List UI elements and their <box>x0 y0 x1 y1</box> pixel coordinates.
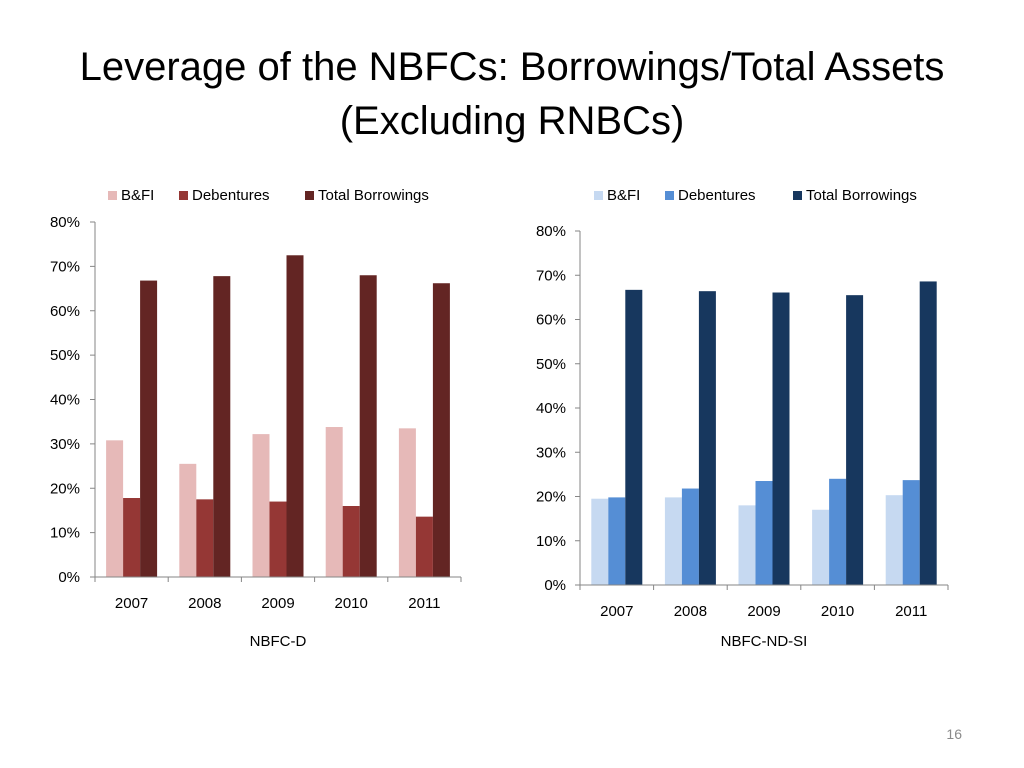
slide-title: Leverage of the NBFCs: Borrowings/Total … <box>0 40 1024 148</box>
bar-b-fi-2008 <box>179 463 197 577</box>
bar-debentures-2011 <box>415 516 433 577</box>
y-tick-label: 10% <box>536 533 566 550</box>
y-tick-label: 70% <box>50 258 80 275</box>
bar-debentures-2009 <box>269 501 287 577</box>
bar-debentures-2008 <box>681 488 699 585</box>
y-tick-label: 50% <box>536 356 566 373</box>
bar-b-fi-2007 <box>106 440 124 577</box>
bar-debentures-2007 <box>123 498 141 577</box>
legend-item-debentures: Debentures <box>179 187 270 204</box>
x-tick-label: 2007 <box>115 595 148 612</box>
legend-swatch-b-fi <box>594 191 603 200</box>
y-tick-label: 40% <box>50 392 80 409</box>
bar-b-fi-2009 <box>252 434 270 577</box>
y-tick-label: 80% <box>536 223 566 240</box>
x-tick-label: 2007 <box>600 603 633 620</box>
y-tick-label: 30% <box>536 444 566 461</box>
bar-total-borrowings-2007 <box>140 280 158 577</box>
legend-item-b-fi: B&FI <box>108 187 154 204</box>
bar-total-borrowings-2008 <box>698 291 716 585</box>
y-tick-label: 30% <box>50 436 80 453</box>
x-tick-label: 2008 <box>674 603 707 620</box>
x-tick-label: 2010 <box>821 603 854 620</box>
bar-b-fi-2011 <box>885 495 903 585</box>
x-tick-label: 2008 <box>188 595 221 612</box>
bar-debentures-2009 <box>755 481 773 585</box>
y-tick-label: 60% <box>50 303 80 320</box>
bar-debentures-2010 <box>829 478 847 585</box>
x-axis-title: NBFC-D <box>250 633 307 650</box>
y-tick-label: 50% <box>50 347 80 364</box>
bar-total-borrowings-2011 <box>432 283 450 577</box>
legend-item-debentures: Debentures <box>665 187 756 204</box>
legend-label-b-fi: B&FI <box>121 187 154 204</box>
bar-total-borrowings-2009 <box>286 255 304 577</box>
legend-label-total-borrowings: Total Borrowings <box>806 187 917 204</box>
legend-swatch-debentures <box>179 191 188 200</box>
bar-b-fi-2007 <box>591 498 609 585</box>
slide-title-line-1: Leverage of the NBFCs: Borrowings/Total … <box>79 45 945 89</box>
y-tick-label: 20% <box>50 480 80 497</box>
legend-item-total-borrowings: Total Borrowings <box>793 187 917 204</box>
y-tick-label: 60% <box>536 312 566 329</box>
y-tick-label: 20% <box>536 489 566 506</box>
x-tick-label: 2009 <box>747 603 780 620</box>
y-tick-label: 40% <box>536 400 566 417</box>
bar-total-borrowings-2009 <box>772 292 790 585</box>
bar-debentures-2007 <box>608 497 626 585</box>
legend-swatch-total-borrowings <box>793 191 802 200</box>
x-tick-label: 2011 <box>895 603 927 620</box>
y-tick-label: 0% <box>58 569 80 586</box>
bar-total-borrowings-2010 <box>846 295 864 585</box>
legend-label-total-borrowings: Total Borrowings <box>318 187 429 204</box>
bar-b-fi-2009 <box>738 505 756 585</box>
bar-b-fi-2010 <box>812 509 830 585</box>
legend-swatch-debentures <box>665 191 674 200</box>
legend-item-b-fi: B&FI <box>594 187 640 204</box>
x-tick-label: 2010 <box>335 595 368 612</box>
legend-swatch-total-borrowings <box>305 191 314 200</box>
y-tick-label: 10% <box>50 525 80 542</box>
bar-b-fi-2011 <box>398 428 416 577</box>
slide-title-line-2: (Excluding RNBCs) <box>339 99 685 143</box>
bar-debentures-2011 <box>902 480 920 585</box>
bar-total-borrowings-2007 <box>625 289 643 585</box>
x-axis-title: NBFC-ND-SI <box>721 633 808 650</box>
bar-total-borrowings-2011 <box>919 281 937 585</box>
legend-item-total-borrowings: Total Borrowings <box>305 187 429 204</box>
x-tick-label: 2011 <box>408 595 440 612</box>
bar-total-borrowings-2008 <box>213 276 231 577</box>
y-tick-label: 80% <box>50 214 80 231</box>
legend-swatch-b-fi <box>108 191 117 200</box>
bar-debentures-2010 <box>342 506 360 577</box>
x-tick-label: 2009 <box>261 595 294 612</box>
bar-b-fi-2008 <box>664 497 682 585</box>
legend-label-debentures: Debentures <box>678 187 756 204</box>
bar-debentures-2008 <box>196 499 214 577</box>
y-tick-label: 70% <box>536 267 566 284</box>
page-number: 16 <box>946 726 962 742</box>
y-tick-label: 0% <box>544 577 566 594</box>
legend-label-b-fi: B&FI <box>607 187 640 204</box>
legend-label-debentures: Debentures <box>192 187 270 204</box>
bar-total-borrowings-2010 <box>359 275 377 577</box>
bar-b-fi-2010 <box>325 427 343 577</box>
